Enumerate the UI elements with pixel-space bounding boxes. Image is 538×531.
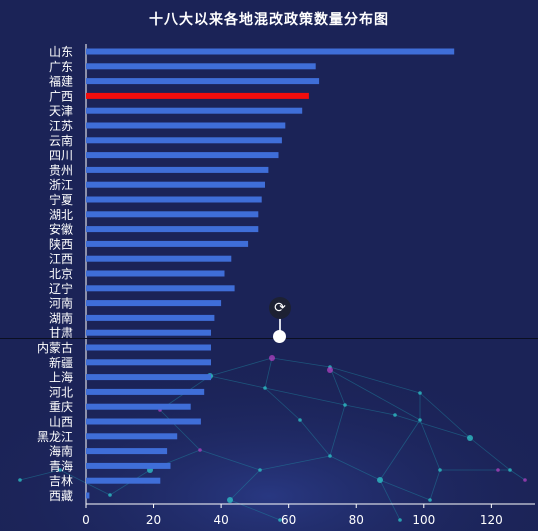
- category-label: 青海: [49, 458, 73, 473]
- bar-辽宁: [86, 285, 235, 292]
- x-tick-label: 80: [349, 513, 364, 527]
- category-label: 江西: [49, 252, 73, 266]
- category-label: 湖北: [49, 207, 73, 222]
- category-label: 上海: [49, 370, 73, 385]
- category-label: 新疆: [49, 355, 73, 370]
- bar-甘肃: [86, 329, 211, 336]
- bar-江苏: [86, 122, 286, 129]
- chart-title: 十八大以来各地混改政策数量分布图: [149, 12, 389, 28]
- bar-宁夏: [86, 196, 262, 203]
- bar-吉林: [86, 477, 161, 484]
- rotate-icon[interactable]: ⟳: [269, 297, 291, 319]
- category-label: 河北: [49, 385, 73, 399]
- rotate-handle-stem: [279, 318, 281, 332]
- category-label: 福建: [49, 74, 73, 89]
- category-label: 陕西: [49, 236, 73, 251]
- category-label: 湖南: [49, 310, 73, 325]
- category-label: 黑龙江: [37, 430, 73, 444]
- category-label: 广西: [49, 89, 73, 103]
- bar-云南: [86, 137, 282, 144]
- category-label: 江苏: [49, 119, 73, 133]
- bar-湖南: [86, 314, 215, 321]
- category-label: 山西: [49, 415, 73, 429]
- category-label: 安徽: [49, 222, 73, 237]
- category-label: 山东: [49, 45, 73, 59]
- horizontal-divider: [0, 338, 538, 339]
- category-label: 内蒙古: [37, 340, 73, 355]
- category-label: 四川: [49, 149, 73, 163]
- bar-湖北: [86, 211, 259, 218]
- bar-重庆: [86, 403, 191, 410]
- bar-浙江: [86, 181, 265, 188]
- bar-河南: [86, 300, 222, 307]
- x-tick-label: 0: [82, 513, 90, 527]
- x-tick-label: 40: [213, 513, 228, 527]
- x-tick-label: 100: [412, 513, 435, 527]
- bar-河北: [86, 388, 205, 395]
- x-tick-label: 60: [281, 513, 296, 527]
- drag-handle[interactable]: [273, 330, 286, 343]
- category-label: 西藏: [49, 489, 73, 503]
- bar-广东: [86, 63, 316, 70]
- bar-江西: [86, 255, 232, 262]
- bar-天津: [86, 107, 303, 114]
- bar-广西: [86, 92, 309, 99]
- bar-北京: [86, 270, 225, 277]
- bar-山西: [86, 418, 201, 425]
- category-label: 贵州: [49, 163, 73, 177]
- bar-海南: [86, 448, 168, 455]
- category-label: 广东: [49, 60, 73, 74]
- bar-西藏: [86, 492, 90, 499]
- bar-新疆: [86, 359, 211, 366]
- bar-陕西: [86, 240, 249, 247]
- bar-贵州: [86, 166, 269, 173]
- category-label: 北京: [49, 267, 73, 281]
- bar-内蒙古: [86, 344, 211, 351]
- bar-青海: [86, 462, 171, 469]
- category-label: 辽宁: [49, 281, 73, 296]
- bar-福建: [86, 78, 320, 85]
- bar-黑龙江: [86, 433, 178, 440]
- category-label: 天津: [49, 104, 73, 118]
- category-label: 河南: [49, 296, 73, 311]
- category-label: 云南: [49, 133, 73, 148]
- category-label: 吉林: [49, 474, 73, 488]
- category-label: 甘肃: [49, 326, 73, 340]
- bar-山东: [86, 48, 455, 55]
- category-label: 宁夏: [49, 192, 73, 207]
- category-label: 海南: [49, 444, 73, 459]
- bar-上海: [86, 374, 211, 381]
- x-tick-label: 120: [480, 513, 503, 527]
- x-tick-label: 20: [146, 513, 161, 527]
- bar-安徽: [86, 226, 259, 233]
- category-label: 浙江: [49, 178, 73, 192]
- bar-四川: [86, 152, 279, 159]
- category-label: 重庆: [49, 400, 73, 414]
